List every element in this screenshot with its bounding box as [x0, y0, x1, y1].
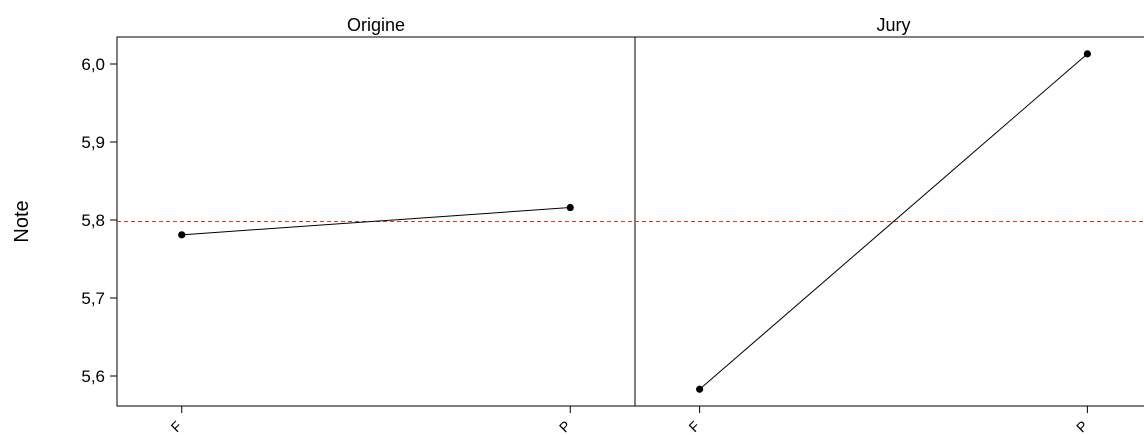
series-line [699, 53, 1088, 390]
y-tick-label: 5,8 [81, 211, 105, 230]
x-tick-label: F [168, 418, 185, 435]
y-tick-label: 6,0 [81, 55, 105, 74]
y-axis-title: Note [11, 200, 33, 242]
y-tick-label: 5,6 [81, 367, 105, 386]
x-tick-label: P [1073, 418, 1091, 435]
data-point-f [178, 231, 186, 239]
y-tick-label: 5,9 [81, 133, 105, 152]
x-tick-label: P [556, 418, 574, 435]
data-point-p [566, 203, 574, 212]
panel-origine: Origine F P [116, 15, 636, 435]
x-tick-label: F [685, 418, 702, 435]
panels-layer: Origine F P Jury F P [116, 15, 1144, 435]
data-point-f [696, 385, 704, 393]
y-tick-label: 5,7 [81, 289, 105, 308]
series-line [181, 207, 571, 236]
panel-title: Jury [876, 15, 910, 35]
data-point-p [1083, 50, 1091, 58]
panel-jury: Jury F P [634, 15, 1144, 435]
panel-title: Origine [347, 15, 405, 35]
y-axis: 5,6 5,7 5,8 5,9 6,0 [81, 55, 117, 386]
